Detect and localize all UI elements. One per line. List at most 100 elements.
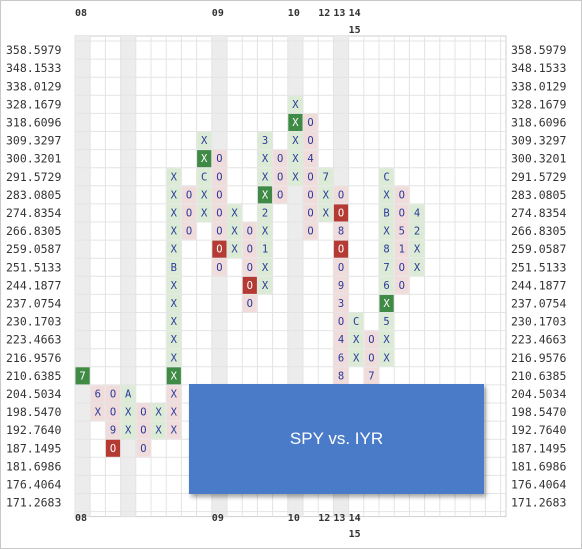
x-box-label: 6 xyxy=(383,280,389,292)
x-box xyxy=(257,258,273,276)
price-label-right: 244.1877 xyxy=(511,278,566,292)
o-box-label: O xyxy=(307,207,313,219)
price-label-right: 338.0129 xyxy=(511,79,566,93)
x-box-label: X xyxy=(171,171,178,183)
o-box xyxy=(242,240,257,258)
x-box-label: B xyxy=(171,262,177,274)
x-box-label: X xyxy=(262,171,269,183)
x-box-label: X xyxy=(262,189,269,201)
x-box xyxy=(257,222,273,240)
o-box-label: O xyxy=(247,244,253,256)
x-box xyxy=(409,222,425,240)
o-box xyxy=(273,168,288,186)
price-label-left: 291.5729 xyxy=(6,170,61,184)
o-box-label: O xyxy=(186,207,192,219)
o-box-label: O xyxy=(216,171,222,183)
year-marker-bottom: 10 xyxy=(288,513,300,524)
price-label-right: 171.2683 xyxy=(511,496,566,510)
x-box xyxy=(349,331,364,349)
x-box-label: X xyxy=(323,207,330,219)
x-box-label: X xyxy=(171,298,178,310)
x-box xyxy=(166,313,181,331)
x-box xyxy=(379,204,394,222)
o-box xyxy=(303,168,318,186)
x-box xyxy=(379,186,394,204)
o-box-label: O xyxy=(216,207,222,219)
o-box-label: O xyxy=(247,298,253,310)
o-box xyxy=(333,331,349,349)
o-box-label: 7 xyxy=(368,370,374,382)
x-box xyxy=(257,186,273,204)
x-box xyxy=(166,240,181,258)
x-box-label: X xyxy=(125,425,132,437)
x-box xyxy=(197,150,212,168)
x-box-label: X xyxy=(171,352,178,364)
x-box xyxy=(166,204,181,222)
x-box xyxy=(227,240,242,258)
price-label-left: 230.1703 xyxy=(6,315,61,329)
o-box xyxy=(394,204,409,222)
o-box xyxy=(333,240,349,258)
price-label-right: 251.5133 xyxy=(511,260,566,274)
o-box-label: O xyxy=(399,207,405,219)
o-box-label: O xyxy=(140,443,146,455)
price-label-right: 176.4064 xyxy=(511,477,566,491)
o-box-label: O xyxy=(110,443,116,455)
price-label-left: 171.2683 xyxy=(6,496,61,510)
o-box xyxy=(394,222,409,240)
x-box-label: X xyxy=(292,117,299,129)
x-box-label: X xyxy=(171,244,178,256)
price-label-right: 198.5470 xyxy=(511,405,566,419)
o-box xyxy=(333,204,349,222)
x-box xyxy=(151,421,166,439)
x-box xyxy=(288,132,303,150)
price-label-left: 198.5470 xyxy=(6,405,61,419)
price-label-left: 181.6986 xyxy=(6,459,61,473)
price-label-left: 318.6096 xyxy=(6,115,61,129)
x-box xyxy=(197,186,212,204)
o-box-label: O xyxy=(216,262,222,274)
o-box xyxy=(181,222,197,240)
o-box-label: 6 xyxy=(95,388,101,400)
price-label-left: 176.4064 xyxy=(6,477,61,491)
o-box-label: O xyxy=(338,316,344,328)
price-label-right: 309.3297 xyxy=(511,134,566,148)
x-box xyxy=(288,95,303,113)
o-box-label: O xyxy=(368,352,374,364)
year-marker-bottom: 09 xyxy=(212,513,224,524)
year-marker-top: 09 xyxy=(212,8,224,19)
x-box-label: X xyxy=(171,370,178,382)
o-box-label: O xyxy=(338,207,344,219)
o-box xyxy=(333,294,349,312)
o-box-label: O xyxy=(247,262,253,274)
x-box-label: X xyxy=(383,226,390,238)
x-box-label: X xyxy=(171,407,178,419)
price-label-left: 187.1495 xyxy=(6,441,61,455)
x-box xyxy=(379,258,394,276)
o-box xyxy=(303,222,318,240)
x-box xyxy=(318,168,333,186)
x-box-label: 8 xyxy=(383,244,389,256)
o-box xyxy=(136,439,151,457)
o-box xyxy=(303,150,318,168)
x-box xyxy=(379,331,394,349)
o-box xyxy=(303,113,318,131)
x-box-label: X xyxy=(383,352,390,364)
price-label-left: 237.0754 xyxy=(6,296,61,310)
year-marker-top: 08 xyxy=(75,8,87,19)
o-box-label: O xyxy=(186,226,192,238)
x-box xyxy=(349,349,364,367)
o-box xyxy=(212,204,227,222)
o-box-label: 1 xyxy=(399,244,405,256)
o-box-label: O xyxy=(247,280,253,292)
x-box-label: X xyxy=(231,244,238,256)
o-box-label: O xyxy=(277,153,283,165)
x-box xyxy=(288,168,303,186)
x-box-label: X xyxy=(383,334,390,346)
o-box-label: 4 xyxy=(338,334,344,346)
year-marker-bottom: 13 xyxy=(333,513,345,524)
price-label-left: 223.4663 xyxy=(6,333,61,347)
o-box xyxy=(333,222,349,240)
price-label-left: 283.0805 xyxy=(6,188,61,202)
